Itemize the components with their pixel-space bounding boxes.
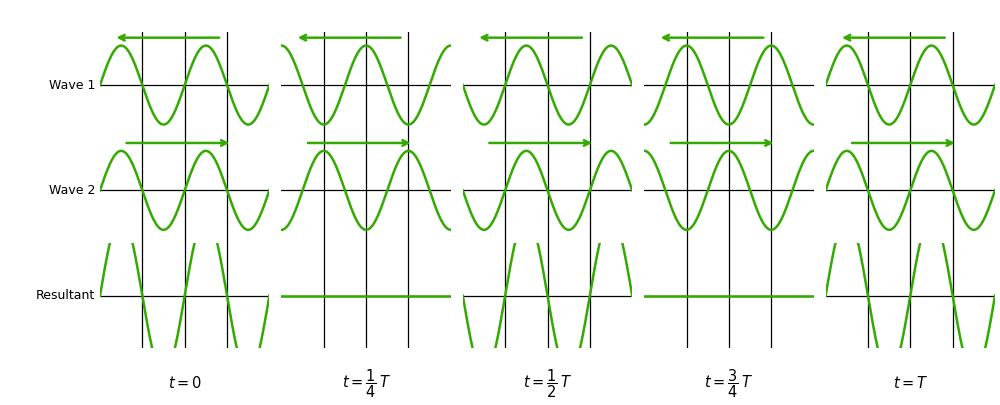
Text: $t = 0$: $t = 0$ (168, 375, 202, 392)
Text: $t = \dfrac{1}{2}\,T$: $t = \dfrac{1}{2}\,T$ (523, 367, 572, 400)
Text: $t = \dfrac{3}{4}\,T$: $t = \dfrac{3}{4}\,T$ (704, 367, 753, 400)
Text: $t = \dfrac{1}{4}\,T$: $t = \dfrac{1}{4}\,T$ (342, 367, 391, 400)
Text: $t = T$: $t = T$ (893, 375, 928, 392)
Text: Wave 1: Wave 1 (49, 79, 95, 92)
Text: Resultant: Resultant (36, 289, 95, 302)
Text: Wave 2: Wave 2 (49, 184, 95, 197)
